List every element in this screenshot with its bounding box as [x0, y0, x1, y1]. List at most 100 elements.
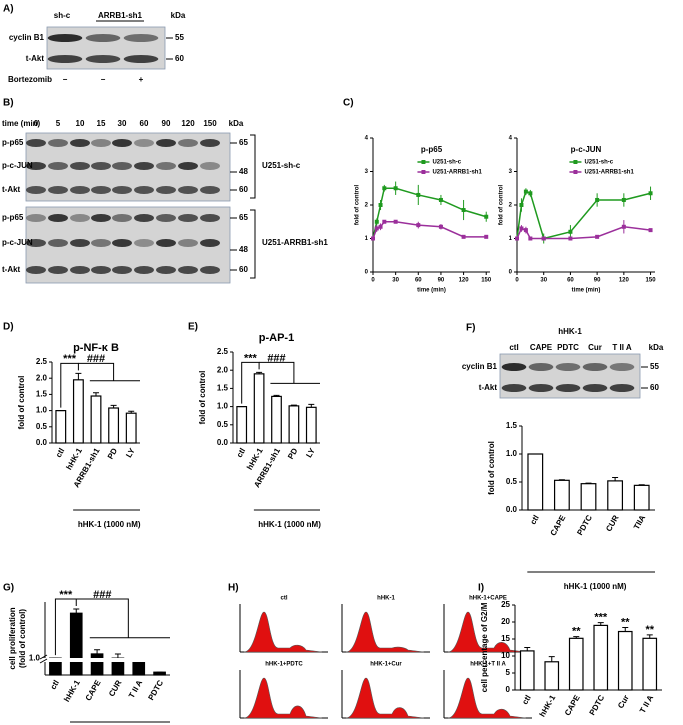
significance: ###	[93, 589, 111, 601]
band	[91, 214, 111, 222]
band	[48, 162, 68, 170]
histogram-peak	[345, 677, 425, 719]
band	[200, 239, 220, 247]
point	[484, 234, 489, 239]
band	[134, 266, 154, 274]
band	[156, 214, 176, 222]
y-tick-label: 0.5	[506, 477, 518, 486]
point	[528, 236, 533, 241]
histogram-peak	[243, 677, 323, 719]
band	[178, 239, 198, 247]
x-tick-label: ctl	[49, 679, 61, 692]
error-bar	[93, 392, 99, 397]
bar	[633, 484, 650, 511]
axis-break	[39, 654, 48, 660]
y-tick-label: 3	[365, 169, 369, 175]
bar	[544, 661, 560, 691]
time-label: 0	[34, 119, 39, 128]
significance-bracket	[241, 361, 260, 404]
point	[484, 214, 489, 219]
marker-label: 65	[239, 138, 248, 147]
y-tick-label: 0.5	[36, 422, 48, 431]
x-tick-label: CAPE	[84, 678, 103, 702]
significance-bracket	[54, 598, 77, 656]
legend-label: U251-ARRB1-sh1	[584, 170, 634, 176]
bar	[593, 624, 609, 691]
y-tick-label: 3	[509, 169, 513, 175]
time-label: 10	[76, 119, 85, 128]
x-axis-label: time (min)	[572, 288, 601, 294]
time-label: 60	[140, 119, 149, 128]
bar	[568, 637, 584, 691]
band	[609, 363, 635, 371]
bar	[90, 395, 102, 444]
band	[134, 239, 154, 247]
significance-bracket	[60, 362, 79, 408]
row-label: t-Akt	[2, 185, 21, 194]
treatment-sign: −	[101, 75, 106, 84]
y-tick-label: 4	[509, 136, 513, 142]
point	[378, 203, 383, 207]
bar	[108, 407, 120, 444]
significance: ***	[63, 353, 77, 365]
panel-label: F)	[466, 323, 475, 334]
band	[528, 384, 554, 392]
treatment-sign: −	[63, 75, 68, 84]
y-axis-label: cell proliferation	[8, 607, 17, 669]
y-tick-label: 0	[506, 685, 511, 694]
significance-bracket	[259, 361, 320, 384]
legend-swatch	[573, 170, 578, 174]
marker-label: 60	[239, 265, 248, 274]
significance: ***	[244, 352, 258, 364]
time-label: 90	[162, 119, 171, 128]
x-tick-label: 60	[415, 278, 422, 284]
group-label: hHK-1 (1000 nM)	[258, 520, 321, 529]
x-tick-label: ctl	[520, 694, 532, 707]
row-label: cyclin B1	[9, 33, 45, 42]
marker-label: 48	[239, 245, 248, 254]
band	[134, 214, 154, 222]
significance: ***	[59, 589, 73, 601]
significance: **	[621, 616, 630, 628]
y-tick-label: 5	[506, 668, 511, 677]
kda-label: kDa	[649, 343, 664, 352]
histogram-peak	[447, 611, 527, 653]
band	[156, 266, 176, 274]
bar	[125, 412, 137, 444]
band	[91, 186, 111, 194]
error-bar	[110, 404, 117, 409]
band	[70, 186, 90, 194]
point	[393, 219, 398, 224]
point	[461, 234, 466, 239]
group-bracket	[250, 209, 256, 279]
point	[621, 224, 626, 229]
band	[582, 363, 608, 371]
y-tick-label: 2.0	[36, 373, 48, 382]
band	[91, 162, 111, 170]
y-tick-label: 20	[501, 617, 510, 626]
band	[26, 239, 46, 247]
legend-label: U251-ARRB1-sh1	[432, 170, 482, 176]
y-tick-label: 1.0	[217, 402, 229, 411]
band	[112, 162, 132, 170]
histogram-label: hHK-1+T II A	[470, 662, 506, 668]
band	[178, 139, 198, 147]
band	[609, 384, 635, 392]
point	[382, 186, 387, 191]
x-tick-label: 30	[540, 278, 547, 284]
band	[112, 186, 132, 194]
x-tick-label: PD	[286, 446, 299, 460]
band	[26, 162, 46, 170]
kda-label: kDa	[171, 11, 186, 20]
band	[178, 266, 198, 274]
y-tick-label: 1	[365, 236, 369, 242]
histogram-peak	[345, 611, 425, 653]
x-tick-label: PD	[106, 446, 119, 460]
band	[156, 139, 176, 147]
legend-swatch	[573, 160, 578, 164]
point	[416, 223, 421, 228]
row-label: t-Akt	[26, 54, 45, 63]
histogram-label: hHK-1	[377, 596, 395, 602]
band	[48, 266, 68, 274]
band	[70, 266, 90, 274]
